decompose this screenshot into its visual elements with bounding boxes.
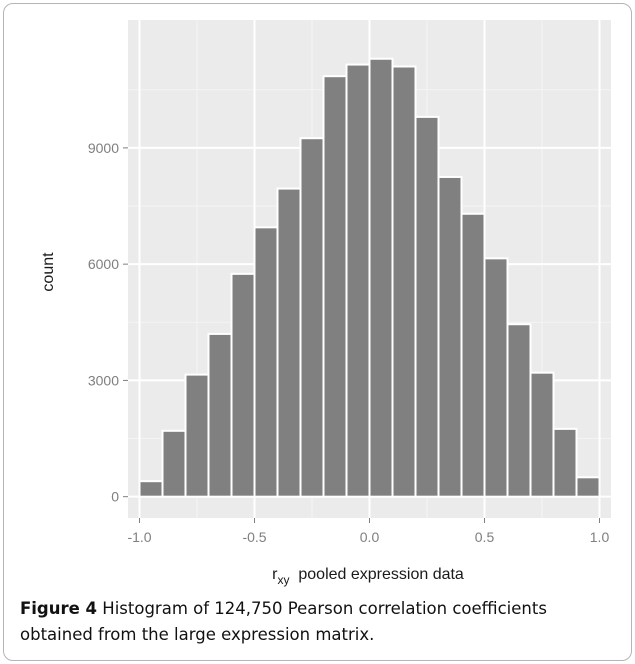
histogram-bar <box>391 65 417 498</box>
histogram-bar <box>299 137 325 498</box>
histogram-bar <box>276 187 302 498</box>
histogram-bar <box>460 212 486 498</box>
histogram-bar <box>506 323 532 498</box>
x-tick-label: -0.5 <box>242 529 266 545</box>
x-tick-label: 0.0 <box>360 529 380 545</box>
histogram-bars <box>138 57 601 498</box>
x-axis-title-subscript: xy <box>277 573 289 587</box>
x-axis-ticks: -1.0 -0.5 0.0 0.5 1.0 <box>127 518 609 545</box>
histogram-bar <box>552 427 578 498</box>
histogram-chart: 0 3000 6000 9000 -1.0 -0.5 0.0 0.5 1.0 count rx… <box>40 20 611 587</box>
histogram-bar <box>483 257 509 498</box>
figure-caption-text: Histogram of 124,750 Pearson correlation… <box>20 599 547 644</box>
y-axis-ticks: 0 3000 6000 9000 <box>88 140 128 505</box>
figure-caption-label: Figure 4 <box>20 599 98 618</box>
histogram-bar <box>161 429 187 498</box>
x-tick-label: -1.0 <box>127 529 151 545</box>
histogram-bar <box>437 175 463 498</box>
y-tick-label: 0 <box>111 489 119 505</box>
histogram-bar <box>138 480 164 498</box>
histogram-bar <box>230 272 256 498</box>
x-axis-title: rxy pooled expression data <box>272 566 464 587</box>
histogram-bar <box>529 371 555 498</box>
histogram-bar <box>368 57 394 498</box>
histogram-bar <box>184 373 210 498</box>
histogram-bar <box>345 63 371 498</box>
y-axis-title: count <box>40 252 57 292</box>
histogram-bar <box>575 476 601 498</box>
histogram-bar <box>414 115 440 498</box>
y-tick-label: 6000 <box>88 256 119 272</box>
histogram-bar <box>253 226 279 498</box>
x-tick-label: 1.0 <box>590 529 610 545</box>
x-axis-title-main: r <box>272 566 278 583</box>
y-tick-label: 9000 <box>88 140 119 156</box>
histogram-bar <box>207 332 233 498</box>
figure-caption: Figure 4 Histogram of 124,750 Pearson co… <box>20 596 620 648</box>
y-tick-label: 3000 <box>88 372 119 388</box>
x-tick-label: 0.5 <box>475 529 495 545</box>
x-axis-title-rest: pooled expression data <box>298 566 464 583</box>
histogram-bar <box>322 75 348 498</box>
